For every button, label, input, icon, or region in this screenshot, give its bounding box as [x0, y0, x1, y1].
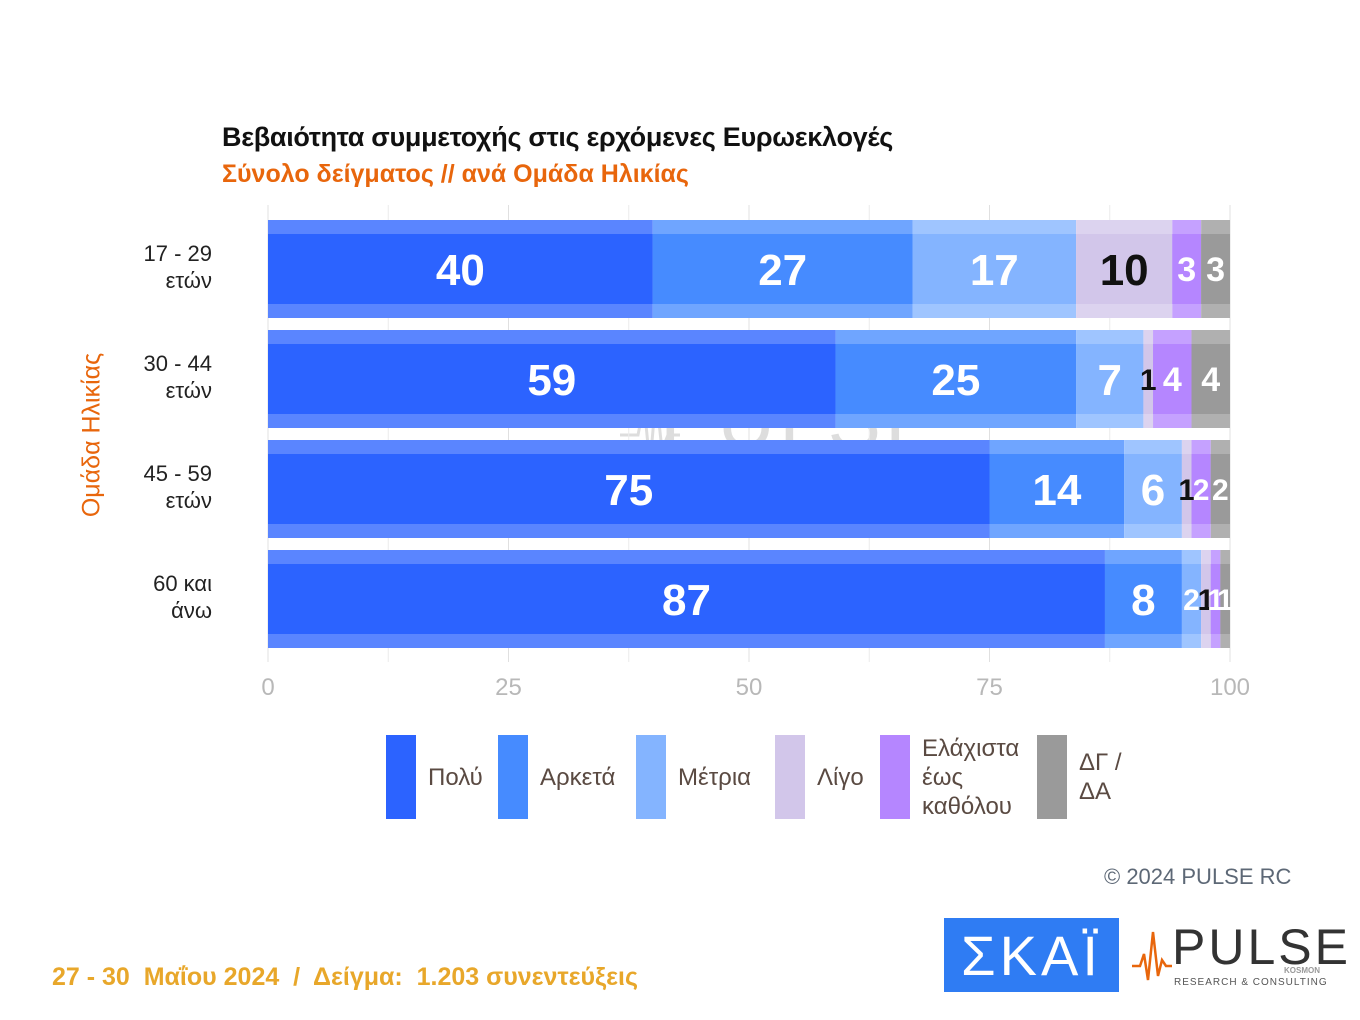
bar-segment [1210, 454, 1230, 524]
bar-value-label: 59 [527, 356, 576, 405]
legend-swatch [636, 735, 666, 819]
bar-value-label: 27 [758, 246, 807, 295]
legend-swatch [498, 735, 528, 819]
bar-value-label: 1 [1140, 364, 1157, 397]
bar-value-label: 1 [1178, 474, 1195, 507]
bar-segment [1201, 564, 1211, 634]
bar-segment [652, 234, 913, 304]
bar-value-label: 40 [436, 246, 485, 295]
x-tick-label: 50 [736, 674, 763, 701]
bar-segment [912, 234, 1077, 304]
bar-value-label: 6 [1141, 466, 1165, 515]
legend-swatch [775, 735, 805, 819]
x-tick-label: 0 [261, 674, 274, 701]
bar-segment [1153, 344, 1192, 414]
bar-value-label: 10 [1100, 246, 1149, 295]
bar-segment [1181, 564, 1202, 634]
legend-label: Πολύ [428, 763, 483, 791]
x-tick-label: 100 [1210, 674, 1250, 701]
bar-segment [1076, 344, 1144, 414]
bar-value-label: 2 [1183, 584, 1200, 617]
stacked-bar-chart: 0 25 50 75 100 17 - 29 ετών 30 - 44 ετών 45 - 59 ε… [144, 205, 1251, 701]
pulse-wave-icon [1132, 931, 1172, 981]
legend-label: Ελάχιστα έως καθόλου [922, 734, 1020, 820]
labels-layer: 0 25 50 75 100 17 - 29 ετών 30 - 44 ετών 45 - 59 ε… [144, 241, 1251, 701]
bar-value-label: 7 [1098, 356, 1122, 405]
legend-label: Μέτρια [678, 763, 752, 791]
pulse-logo-kosmon: KOSMON [1284, 966, 1320, 975]
bar-segment [1104, 564, 1182, 634]
copyright-text: © 2024 PULSE RC [1104, 864, 1292, 889]
category-label: 45 - 59 ετών [144, 461, 213, 513]
bar-value-label: 2 [1193, 474, 1210, 507]
bar-value-label: 3 [1177, 251, 1196, 289]
pulse-logo-text: PULSE [1172, 919, 1351, 975]
bar-segment [1220, 564, 1230, 634]
legend-label: Λίγο [817, 763, 864, 791]
bar-segment [1201, 234, 1230, 304]
bar-value-label: 75 [604, 466, 653, 515]
bar-segment [989, 454, 1125, 524]
bar-segment [268, 454, 990, 524]
bar-segment [1191, 344, 1230, 414]
bar-segment [268, 234, 653, 304]
bar-segment [1124, 454, 1182, 524]
chart-subtitle: Σύνολο δείγματος // ανά Ομάδα Ηλικίας [222, 160, 689, 188]
bar-value-label: 14 [1032, 466, 1081, 515]
bar-value-label: 87 [662, 576, 711, 625]
bar-segment [1076, 234, 1173, 304]
bar-segment [1181, 454, 1192, 524]
footer-date-sample: 27 - 30 Μαΐου 2024 / Δείγμα: 1.203 συνεν… [52, 963, 638, 991]
legend-label: ΔΓ / ΔΑ [1079, 749, 1122, 805]
bar-value-label: 1 [1198, 584, 1215, 617]
bar-value-label: 3 [1206, 251, 1225, 289]
watermark-wave-icon [620, 394, 680, 466]
bar-segment [1143, 344, 1154, 414]
bars-layer [268, 220, 1230, 648]
bar-value-label: 1 [1217, 584, 1234, 617]
legend-swatch [1037, 735, 1067, 819]
bar-segment [268, 564, 1105, 634]
bar-value-label: 1 [1207, 584, 1224, 617]
pulse-logo: PULSE KOSMON RESEARCH & CONSULTING [1132, 918, 1348, 994]
category-label: 17 - 29 ετών [144, 241, 213, 293]
legend-label: Αρκετά [540, 763, 616, 791]
bar-value-label: 25 [931, 356, 980, 405]
category-label: 30 - 44 ετών [144, 351, 213, 403]
legend-swatch [386, 735, 416, 819]
bar-value-label: 2 [1212, 474, 1229, 507]
x-tick-label: 25 [495, 674, 522, 701]
bar-segment [1210, 564, 1221, 634]
bar-value-label: 4 [1163, 361, 1182, 399]
category-label: 60 και άνω [153, 571, 212, 623]
bar-segment [835, 344, 1077, 414]
bar-segment [1191, 454, 1211, 524]
bar-value-label: 4 [1201, 361, 1220, 399]
chart-title: Βεβαιότητα συμμετοχής στις ερχόμενες Ευρ… [222, 122, 893, 152]
bar-segment [1172, 234, 1202, 304]
bar-segment [268, 344, 836, 414]
skai-logo: ΣΚΑΪ [944, 918, 1119, 992]
pulse-logo-subtext: RESEARCH & CONSULTING [1174, 977, 1328, 988]
bar-value-label: 8 [1131, 576, 1155, 625]
bar-value-label: 17 [970, 246, 1019, 295]
legend-swatch [880, 735, 910, 819]
x-tick-label: 75 [976, 674, 1003, 701]
chart-legend: Πολύ Αρκετά Μέτρια Λίγο Ελάχιστα έως καθόλου… [386, 734, 1166, 820]
